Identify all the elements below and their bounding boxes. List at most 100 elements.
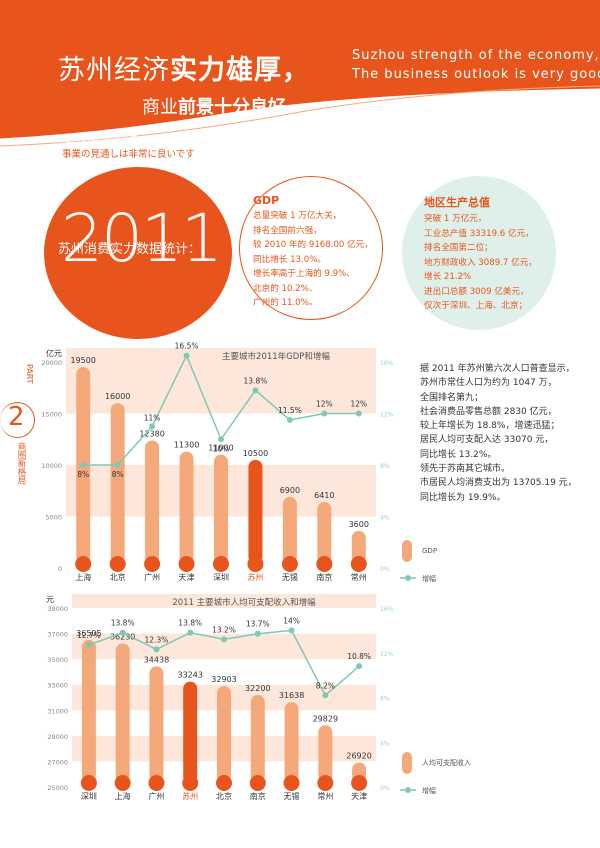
summary-text-line: 领先于苏南其它城市。 <box>420 464 511 475</box>
growth-point <box>221 636 227 643</box>
bar <box>214 454 228 564</box>
y2-tick-label: 16% <box>380 606 394 613</box>
x-tick-label: 天津 <box>351 791 367 801</box>
summary-text-line: 苏州市常住人口为约为 1047 万， <box>420 378 557 389</box>
x-tick-label: 无锡 <box>282 573 298 582</box>
bar-value-label: 6900 <box>280 486 300 495</box>
growth-label: 13.2% <box>212 625 236 634</box>
x-tick-label: 上海 <box>115 791 131 801</box>
growth-label: 12.7% <box>77 631 101 640</box>
header-band <box>0 0 600 147</box>
chart-band <box>72 594 376 608</box>
bar-base-dot <box>316 556 333 572</box>
summary-text-line: 据 2011 年苏州第六次人口普查显示， <box>420 364 575 374</box>
growth-label: 13.7% <box>246 620 270 629</box>
bar <box>179 451 194 564</box>
region-block: 地区生产总值 突破 1 万亿元， 工业总产值 33319.6 亿元， 排名全国第二位… <box>424 194 537 314</box>
english-caption: Suzhou strength of the economy, The busin… <box>352 48 600 82</box>
x-tick-label: 深圳 <box>81 791 97 801</box>
bar <box>282 496 297 564</box>
legend-label: GDP <box>422 547 437 555</box>
bar-value-label: 33243 <box>177 671 202 680</box>
region-text-line: 仅次于深圳、上海、北京； <box>424 301 528 311</box>
gdp-circle <box>239 176 383 320</box>
legend-label: 人均可支配收入 <box>422 758 471 767</box>
bar-value-label: 31638 <box>279 691 304 700</box>
page-title: 苏州经济实力雄厚， <box>58 55 310 86</box>
bar-value-label: 29829 <box>313 714 338 723</box>
gdp-text-line: 排名全国前六强， <box>253 225 322 236</box>
income-chart: 2011 主要城市人均可支配收入和增幅 元 25000 27000 29000 31000… <box>46 594 471 801</box>
y-tick-label: 37000 <box>47 631 68 639</box>
region-circle <box>402 176 556 330</box>
year-circle <box>44 167 232 339</box>
bar-value-label: 32903 <box>211 675 236 684</box>
chart-band <box>72 608 376 634</box>
x-tick-label: 广州 <box>148 791 164 801</box>
y-tick-label: 25000 <box>47 784 68 792</box>
region-text-line: 工业总产值 33319.6 亿元， <box>424 228 534 239</box>
y-tick-label: 5000 <box>45 514 62 522</box>
region-title: 地区生产总值 <box>424 196 490 209</box>
bar-base-dot <box>216 775 232 791</box>
bar <box>145 440 160 564</box>
bar-value-label: 32200 <box>245 684 270 693</box>
chart-title: 主要城市2011年GDP和增幅 <box>222 351 330 362</box>
bar <box>284 702 299 783</box>
gdp-text-line: 同比增长 13.0%。 <box>253 254 327 265</box>
growth-point <box>218 436 224 443</box>
growth-label: 12% <box>350 400 367 409</box>
bar-value-label: 34438 <box>144 655 169 664</box>
bar-value-label: 12380 <box>139 429 164 438</box>
y2-tick-label: 16% <box>380 360 394 367</box>
x-tick-label: 广州 <box>144 572 160 582</box>
x-tick-label: 上海 <box>75 572 91 582</box>
y2-tick-label: 8% <box>380 696 390 703</box>
summary-text-line: 社会消费品零售总额 2830 亿元， <box>420 406 557 417</box>
x-tick-label: 常州 <box>351 573 367 582</box>
summary-text-line: 全国排名第九； <box>420 392 484 403</box>
bar-base-dot <box>75 556 92 572</box>
bar-base-dot <box>281 556 298 572</box>
legend-line-dot <box>405 575 411 581</box>
legend-label: 增幅 <box>422 786 436 795</box>
chart-title: 2011 主要城市人均可支配收入和增幅 <box>172 597 316 608</box>
x-tick-label: 天津 <box>179 572 195 582</box>
y-tick-label: 31000 <box>47 707 68 715</box>
growth-point <box>252 387 259 394</box>
bar-value-label: 36505 <box>76 629 101 638</box>
x-tick-label: 北京 <box>216 791 232 801</box>
y-tick-label: 29000 <box>47 733 68 741</box>
summary-text-line: 居民人均可支配入达 33070 元， <box>420 435 554 446</box>
bar <box>81 639 96 783</box>
japanese-caption-2: 事業の見通しは非常に良いです <box>62 149 195 160</box>
y2-tick-label: 8% <box>380 463 390 470</box>
gdp-chart: 主要城市2011年GDP和增幅 亿元 0 5000 10000 15000 20000 0% 4… <box>41 342 437 583</box>
y-tick-label: 0 <box>58 565 62 573</box>
bar-value-label: 26920 <box>346 751 371 760</box>
y-tick-label: 35000 <box>47 656 68 664</box>
bar <box>110 403 125 564</box>
bar-base-dot <box>148 775 165 791</box>
growth-label: 10% <box>213 444 230 453</box>
growth-label: 11% <box>144 413 161 422</box>
bar <box>248 459 263 564</box>
bar-base-dot <box>114 775 131 791</box>
chart-band <box>66 348 376 362</box>
growth-point <box>322 692 329 699</box>
x-tick-label: 苏州 <box>247 572 263 582</box>
bar-base-dot <box>283 775 300 791</box>
growth-point <box>187 629 194 636</box>
growth-point <box>356 663 363 670</box>
bar-base-dot <box>247 556 264 572</box>
bar-value-label: 11300 <box>174 441 199 450</box>
axis-unit: 亿元 <box>46 348 62 358</box>
gdp-text-line: 增长率高于上海的 9.9%、 <box>253 269 355 279</box>
growth-point <box>80 462 87 468</box>
gdp-text-line: 广州的 11.0%。 <box>253 298 318 308</box>
growth-label: 12.3% <box>145 635 169 644</box>
growth-point <box>114 462 121 468</box>
gdp-block: GDP 总量突破 1 万亿大关， 排名全国前六强， 较 2010 年的 9168.0… <box>253 194 373 311</box>
bar-base-dot <box>249 775 266 791</box>
bar-base-dot <box>351 775 368 791</box>
